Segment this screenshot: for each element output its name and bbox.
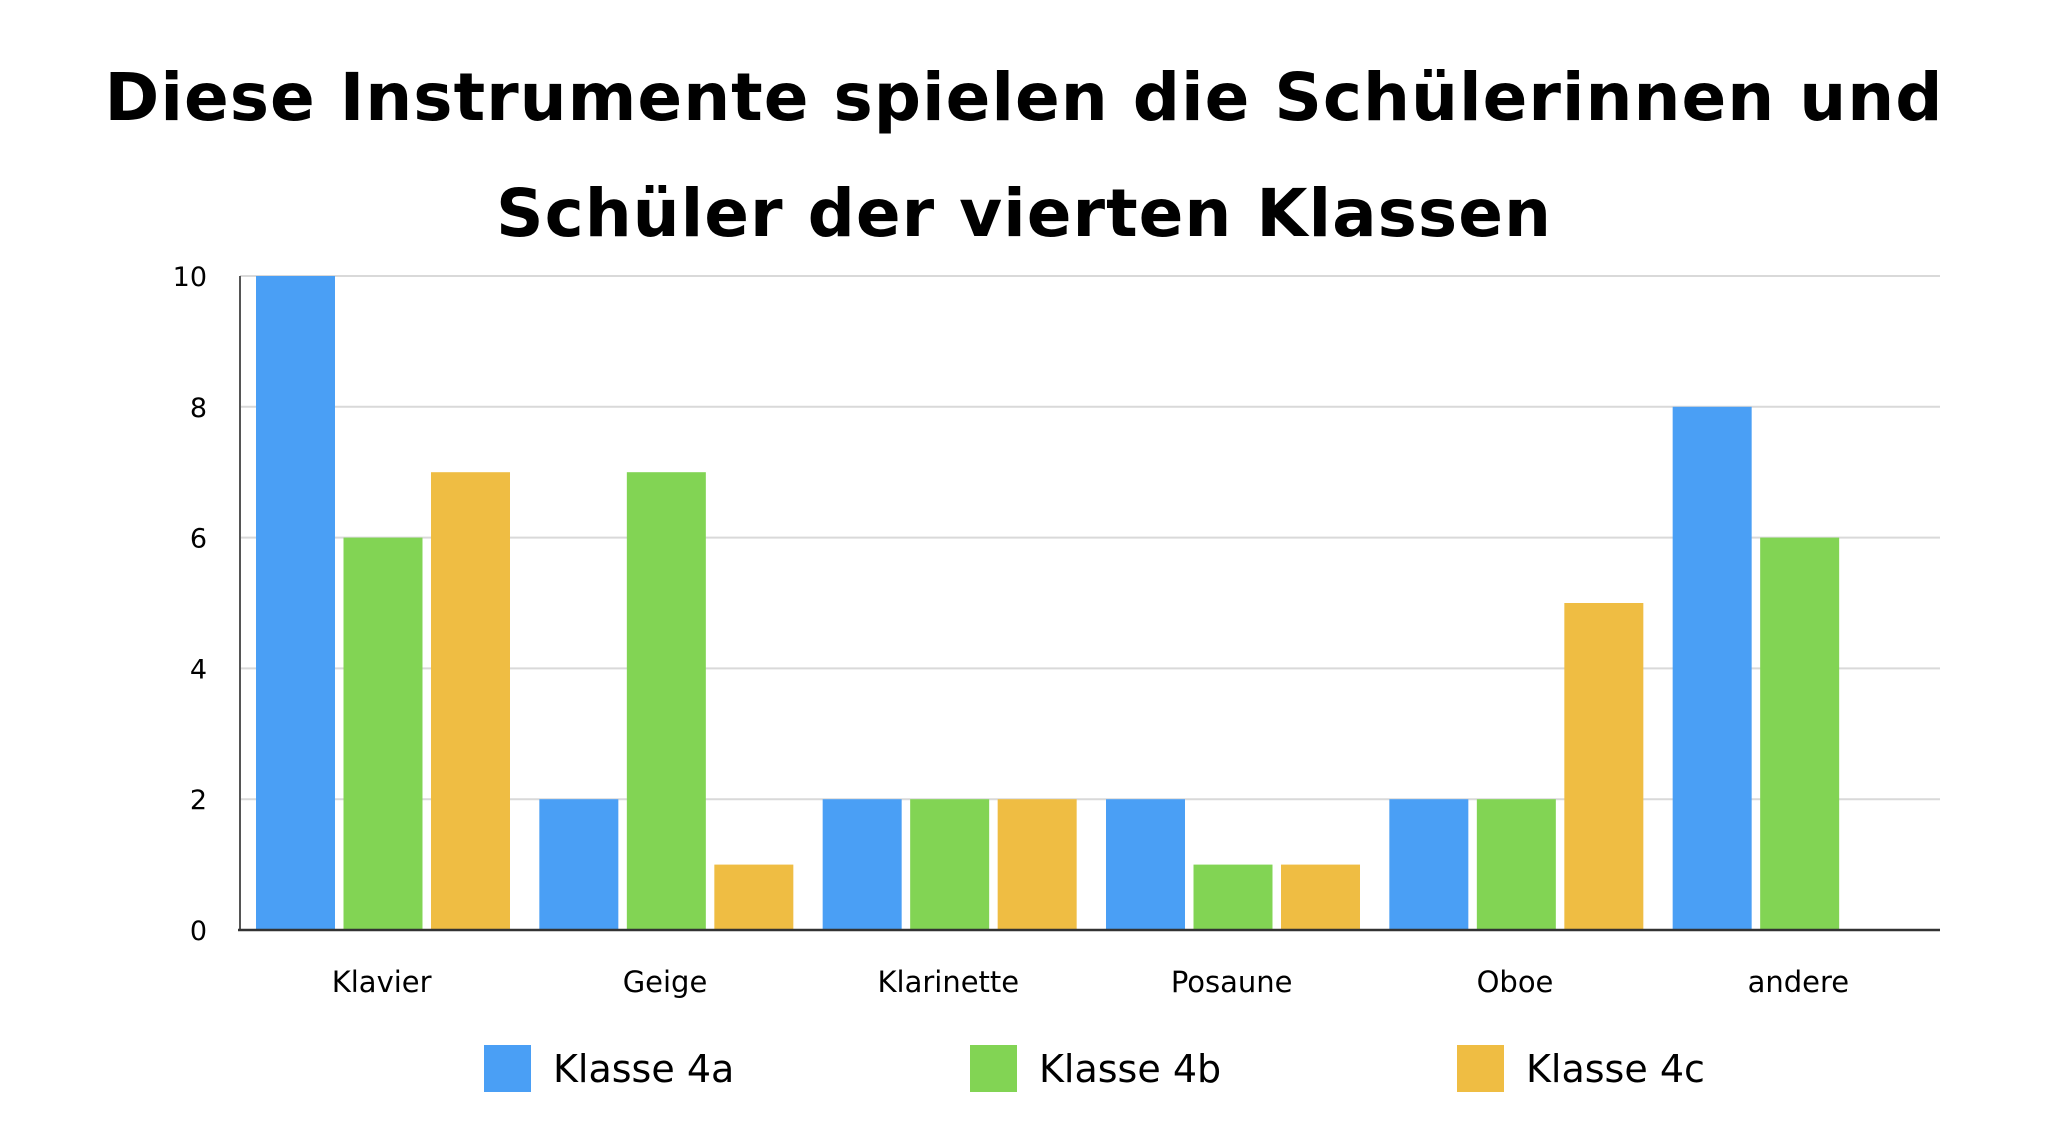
x-category-labels: Klavier Geige Klarinette Posaune Oboe andere xyxy=(332,965,1849,999)
y-tick-label: 2 xyxy=(190,785,207,816)
y-tick-label: 10 xyxy=(173,262,207,293)
bar-oboe-klasse-4a xyxy=(1389,799,1469,930)
chart-title-line-2: Schüler der vierten Klassen xyxy=(496,175,1552,252)
legend-label: Klasse 4c xyxy=(1526,1046,1705,1091)
x-category-label: Klavier xyxy=(332,965,432,999)
legend-item: Klasse 4a xyxy=(484,1045,734,1092)
bar-posaune-klasse-4b xyxy=(1193,864,1273,930)
axes xyxy=(238,276,1940,932)
x-category-label: Geige xyxy=(623,965,708,999)
bar-geige-klasse-4b xyxy=(626,472,706,930)
x-category-label: andere xyxy=(1748,965,1850,999)
legend-swatch xyxy=(484,1045,531,1092)
x-category-label: Oboe xyxy=(1477,965,1554,999)
bars xyxy=(256,276,1840,930)
legend-item: Klasse 4c xyxy=(1457,1045,1705,1092)
bar-oboe-klasse-4c xyxy=(1564,603,1644,930)
bar-klarinette-klasse-4a xyxy=(822,799,902,930)
bar-geige-klasse-4c xyxy=(714,864,794,930)
bar-posaune-klasse-4a xyxy=(1106,799,1185,930)
legend-swatch xyxy=(970,1045,1017,1092)
x-category-label: Posaune xyxy=(1171,965,1293,999)
bar-klavier-klasse-4b xyxy=(343,537,423,930)
legend-label: Klasse 4b xyxy=(1039,1046,1222,1091)
y-tick-label: 4 xyxy=(190,654,207,685)
legend-swatch xyxy=(1457,1045,1504,1092)
bar-geige-klasse-4a xyxy=(539,799,619,930)
bar-klavier-klasse-4a xyxy=(256,276,335,930)
bar-andere-klasse-4a xyxy=(1672,406,1752,930)
y-tick-labels: 0 2 4 6 8 10 xyxy=(173,262,207,947)
y-tick-label: 0 xyxy=(190,916,207,947)
bar-klarinette-klasse-4c xyxy=(997,799,1077,930)
legend-label: Klasse 4a xyxy=(553,1046,735,1091)
legend-item: Klasse 4b xyxy=(970,1045,1221,1092)
chart-title-line-1: Diese Instrumente spielen die Schülerinn… xyxy=(104,59,1944,136)
y-tick-label: 6 xyxy=(190,524,207,555)
grid-lines xyxy=(240,275,1940,801)
bar-posaune-klasse-4c xyxy=(1281,864,1360,930)
y-tick-label: 8 xyxy=(190,393,207,424)
bar-andere-klasse-4b xyxy=(1760,537,1840,930)
bar-oboe-klasse-4b xyxy=(1476,799,1556,930)
x-category-label: Klarinette xyxy=(878,965,1020,999)
chart-title: Diese Instrumente spielen die Schülerinn… xyxy=(0,40,2048,272)
bar-klavier-klasse-4c xyxy=(431,472,510,930)
legend: Klasse 4a Klasse 4b Klasse 4c xyxy=(0,1045,2048,1095)
bar-klarinette-klasse-4b xyxy=(910,799,990,930)
